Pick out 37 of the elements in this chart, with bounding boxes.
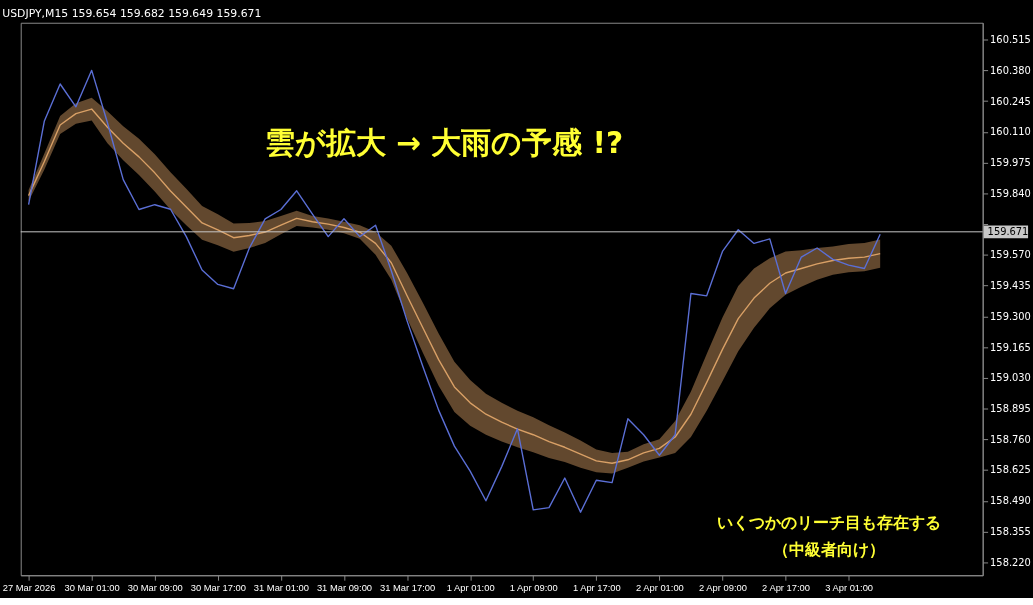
x-tick-label: 31 Mar 17:00 bbox=[380, 582, 436, 593]
x-tick-label: 2 Apr 01:00 bbox=[635, 582, 684, 593]
y-tick-label: 158.760 bbox=[990, 433, 1031, 445]
annotation: いくつかのリーチ目も存在する bbox=[716, 512, 941, 532]
x-tick-label: 27 Mar 2026 bbox=[2, 582, 56, 593]
y-tick-label: 159.975 bbox=[990, 157, 1031, 169]
y-tick-label: 158.625 bbox=[990, 464, 1031, 476]
x-tick-label: 30 Mar 17:00 bbox=[190, 582, 246, 593]
x-tick-label: 30 Mar 01:00 bbox=[64, 582, 120, 593]
annotation: （中級者向け） bbox=[772, 540, 885, 560]
y-tick-label: 158.355 bbox=[990, 525, 1031, 537]
ref-line-label: 159.671 bbox=[987, 225, 1029, 237]
annotation: 雲が拡大 → 大雨の予感 !? bbox=[264, 126, 624, 161]
y-tick-label: 158.490 bbox=[990, 495, 1031, 507]
y-tick-label: 159.840 bbox=[990, 187, 1031, 199]
x-tick-label: 30 Mar 09:00 bbox=[127, 582, 183, 593]
y-tick-label: 159.030 bbox=[990, 372, 1031, 384]
x-tick-label: 2 Apr 17:00 bbox=[762, 582, 810, 593]
line-series bbox=[27, 69, 881, 513]
x-tick-label: 2 Apr 09:00 bbox=[699, 582, 747, 593]
x-tick-label: 1 Apr 01:00 bbox=[446, 582, 495, 593]
y-tick-label: 158.895 bbox=[990, 403, 1031, 414]
y-tick-label: 159.570 bbox=[990, 249, 1031, 261]
y-tick-label: 159.165 bbox=[990, 341, 1031, 353]
x-tick-label: 1 Apr 17:00 bbox=[572, 582, 621, 593]
y-tick-label: 158.220 bbox=[990, 556, 1031, 568]
x-tick-label: 31 Mar 01:00 bbox=[253, 582, 309, 593]
x-tick-label: 3 Apr 01:00 bbox=[825, 582, 874, 593]
y-tick-label: 160.245 bbox=[990, 95, 1031, 107]
y-tick-label: 160.380 bbox=[990, 64, 1031, 76]
y-tick-label: 160.110 bbox=[990, 126, 1031, 138]
y-tick-label: 159.300 bbox=[990, 310, 1031, 322]
chart-title: USDJPY,M15 159.654 159.682 159.649 159.671 bbox=[2, 6, 262, 20]
y-tick-label: 160.515 bbox=[990, 34, 1031, 46]
y-tick-label: 159.435 bbox=[990, 280, 1031, 292]
x-tick-label: 31 Mar 09:00 bbox=[316, 582, 373, 593]
x-tick-label: 1 Apr 09:00 bbox=[509, 582, 558, 593]
